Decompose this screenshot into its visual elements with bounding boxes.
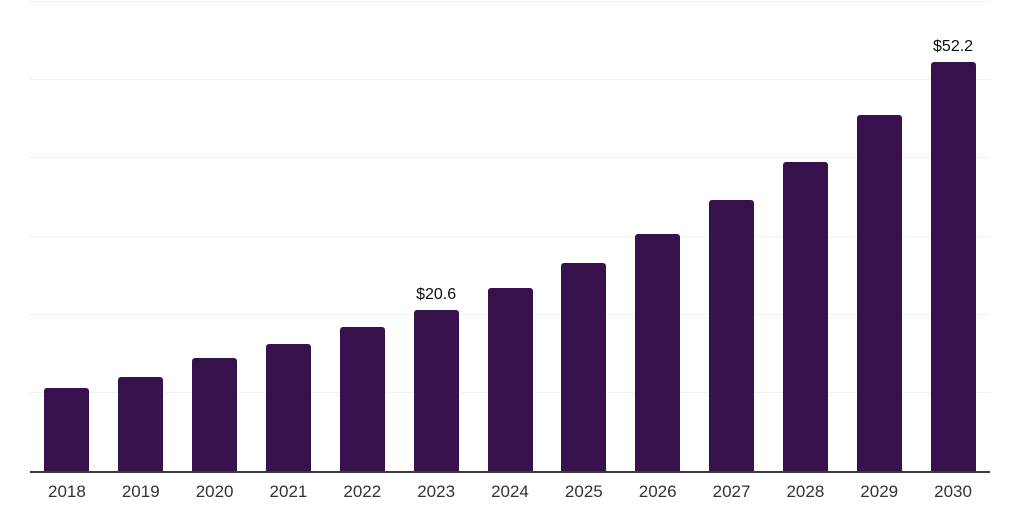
bar-2019 — [118, 377, 164, 471]
bar-2020 — [192, 358, 238, 471]
x-tick-label-2028: 2028 — [786, 482, 825, 501]
gridline-60 — [30, 0, 990, 2]
gridline-30 — [30, 235, 990, 237]
x-tick-label-2019: 2019 — [121, 482, 160, 501]
bar-2022 — [339, 327, 385, 471]
bar-2030 — [930, 62, 976, 471]
bar-2029 — [856, 115, 902, 471]
x-tick-label-2022: 2022 — [343, 482, 382, 501]
bar-2026 — [635, 234, 681, 471]
x-tick-label-2021: 2021 — [269, 482, 308, 501]
bar-2018 — [44, 388, 90, 471]
value-label-2023: $20.6 — [416, 286, 457, 303]
bar-2024 — [487, 288, 533, 471]
x-tick-label-2025: 2025 — [564, 482, 603, 501]
plot-area: $20.6 $52.2 — [30, 0, 990, 473]
x-axis: 2018 2019 2020 2021 2022 2023 2024 2025 2026 2027… — [30, 482, 990, 504]
x-tick-label-2020: 2020 — [195, 482, 234, 501]
x-tick-label-2029: 2029 — [860, 482, 899, 501]
value-label-2030: $52.2 — [933, 38, 974, 55]
x-tick-label-2026: 2026 — [638, 482, 677, 501]
bar-2021 — [265, 344, 311, 471]
x-tick-label-2018: 2018 — [48, 482, 86, 501]
x-tick-label-2027: 2027 — [712, 482, 751, 501]
x-tick-label-2024: 2024 — [491, 482, 529, 501]
bar-2023 — [413, 310, 459, 471]
bar-2025 — [561, 263, 607, 471]
gridline-50 — [30, 78, 990, 80]
bar-2027 — [709, 200, 755, 471]
gridline-40 — [30, 157, 990, 159]
x-tick-label-2030: 2030 — [934, 482, 972, 501]
bar-2028 — [782, 162, 828, 471]
x-tick-label-2023: 2023 — [417, 482, 456, 501]
